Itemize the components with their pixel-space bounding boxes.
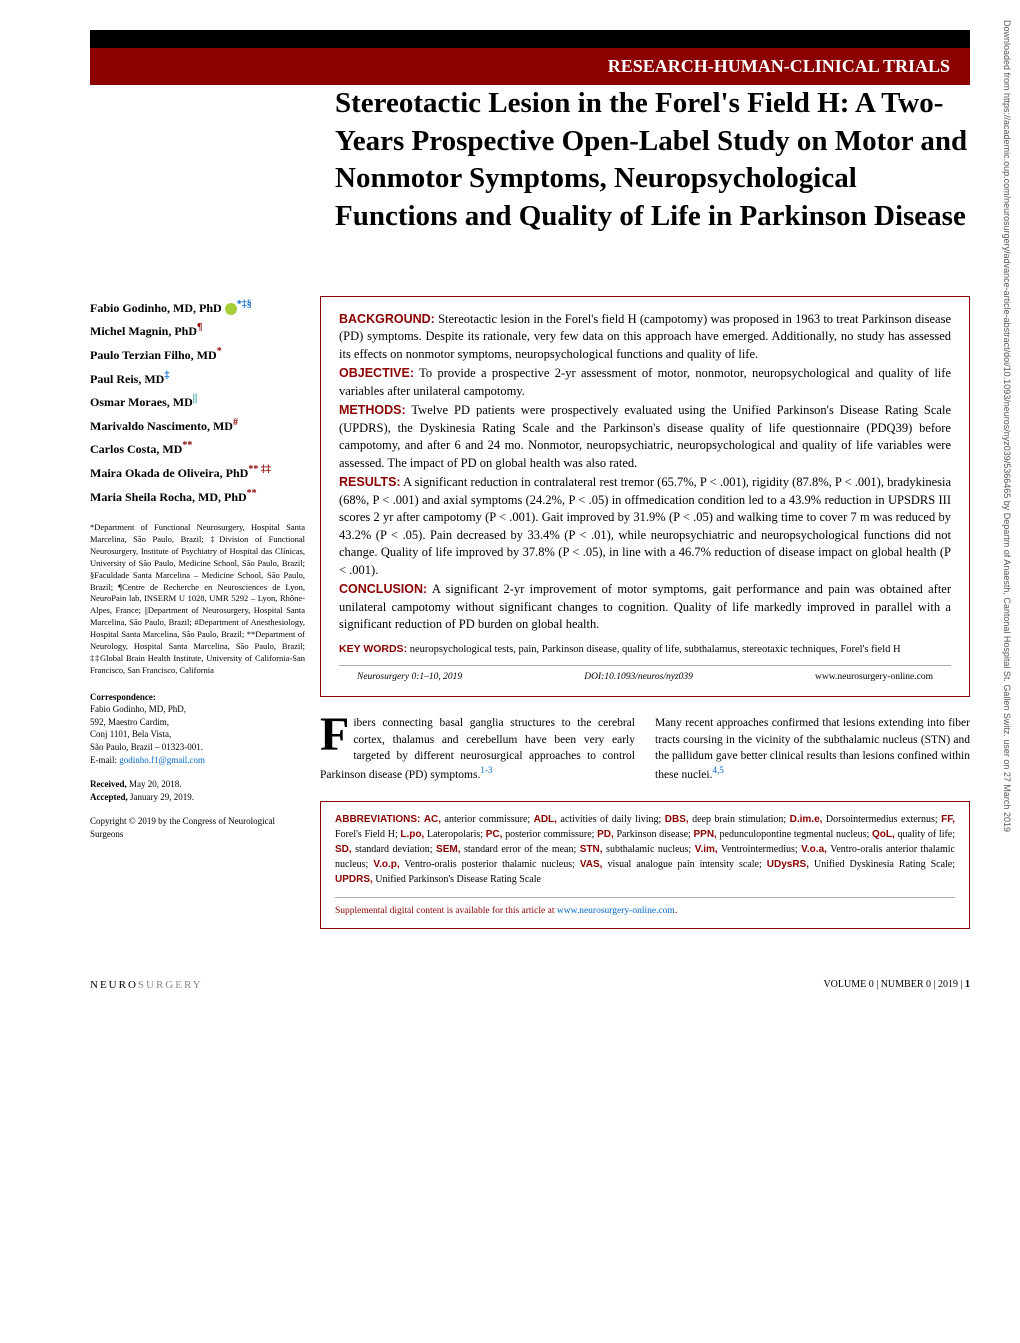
footer-neuro: NEURO — [90, 979, 138, 991]
dates-block: Received, May 20, 2018. Accepted, Januar… — [90, 778, 305, 803]
correspondence-addr1: 592, Maestro Cardim, — [90, 716, 305, 729]
author-entry: Paulo Terzian Filho, MD* — [90, 343, 305, 367]
intro-ref-2[interactable]: 4,5 — [712, 765, 723, 775]
article-title: Stereotactic Lesion in the Forel's Field… — [335, 85, 970, 236]
author-entry: Maria Sheila Rocha, MD, PhD** — [90, 485, 305, 509]
conclusion-text: A significant 2-yr improvement of motor … — [339, 582, 951, 631]
abstract-objective: OBJECTIVE: To provide a prospective 2-yr… — [339, 365, 951, 400]
correspondence-heading: Correspondence: — [90, 691, 305, 704]
correspondence-addr2: Conj 1101, Bela Vista, — [90, 728, 305, 741]
black-header-bar — [90, 30, 970, 48]
page-footer: NEUROSURGERY VOLUME 0 | NUMBER 0 | 2019 … — [90, 979, 970, 991]
methods-label: METHODS: — [339, 403, 406, 417]
keywords-block: KEY WORDS: neuropsychological tests, pai… — [339, 642, 951, 658]
abstract-conclusion: CONCLUSION: A significant 2-yr improveme… — [339, 581, 951, 634]
author-list: Fabio Godinho, MD, PhD *‡§Michel Magnin,… — [90, 296, 305, 508]
objective-text: To provide a prospective 2-yr assessment… — [339, 366, 951, 398]
methods-text: Twelve PD patients were prospectively ev… — [339, 403, 951, 470]
intro-ref-1[interactable]: 1-3 — [480, 765, 492, 775]
author-entry: Paul Reis, MD‡ — [90, 367, 305, 391]
citation-url[interactable]: www.neurosurgery-online.com — [815, 672, 933, 682]
author-entry: Fabio Godinho, MD, PhD *‡§ — [90, 296, 305, 320]
author-entry: Carlos Costa, MD** — [90, 437, 305, 461]
citation-journal: Neurosurgery 0:1–10, 2019 — [357, 672, 462, 682]
section-header-bar: RESEARCH-HUMAN-CLINICAL TRIALS — [90, 48, 970, 85]
abstract-background: BACKGROUND: Stereotactic lesion in the F… — [339, 311, 951, 364]
received-label: Received, — [90, 779, 127, 789]
intro-text-1: ibers connecting basal ganglia structure… — [320, 717, 635, 780]
footer-surgery: SURGERY — [138, 979, 203, 991]
footer-volume: VOLUME 0 | NUMBER 0 | 2019 | 1 — [823, 979, 970, 990]
copyright: Copyright © 2019 by the Congress of Neur… — [90, 815, 305, 840]
citation-row: Neurosurgery 0:1–10, 2019 DOI:10.1093/ne… — [339, 665, 951, 682]
intro-col-left: Fibers connecting basal ganglia structur… — [320, 715, 635, 782]
main-content: BACKGROUND: Stereotactic lesion in the F… — [320, 296, 970, 929]
accepted-date: January 29, 2019. — [130, 792, 194, 802]
supp-link[interactable]: www.neurosurgery-online.com — [557, 906, 675, 916]
section-header-text: RESEARCH-HUMAN-CLINICAL TRIALS — [608, 56, 950, 76]
correspondence-name: Fabio Godinho, MD, PhD, — [90, 703, 305, 716]
email-label: E-mail: — [90, 755, 117, 765]
results-text: A significant reduction in contralateral… — [339, 475, 951, 577]
background-label: BACKGROUND: — [339, 312, 435, 326]
keywords-label: KEY WORDS: — [339, 643, 407, 655]
citation-doi: DOI:10.1093/neuros/nyz039 — [584, 672, 693, 682]
author-entry: Michel Magnin, PhD¶ — [90, 319, 305, 343]
results-label: RESULTS: — [339, 475, 401, 489]
abbrev-items: AC, anterior commissure; ADL, activities… — [335, 814, 955, 885]
correspondence-block: Correspondence: Fabio Godinho, MD, PhD, … — [90, 691, 305, 767]
correspondence-addr3: São Paulo, Brazil – 01323-001. — [90, 741, 305, 754]
orcid-icon[interactable] — [225, 303, 237, 315]
supp-text: Supplemental digital content is availabl… — [335, 906, 557, 916]
objective-label: OBJECTIVE: — [339, 366, 414, 380]
abstract-box: BACKGROUND: Stereotactic lesion in the F… — [320, 296, 970, 698]
received-date: May 20, 2018. — [129, 779, 182, 789]
supplemental-content: Supplemental digital content is availabl… — [335, 897, 955, 918]
supp-suffix: . — [675, 906, 677, 916]
author-entry: Marivaldo Nascimento, MD# — [90, 414, 305, 438]
dropcap-f: F — [320, 715, 353, 756]
intro-col-right: Many recent approaches confirmed that le… — [655, 715, 970, 782]
keywords-text: neuropsychological tests, pain, Parkinso… — [410, 644, 901, 655]
abstract-methods: METHODS: Twelve PD patients were prospec… — [339, 402, 951, 472]
email-link[interactable]: godinho.f1@gmail.com — [119, 755, 205, 765]
intro-columns: Fibers connecting basal ganglia structur… — [320, 715, 970, 782]
author-entry: Maira Okada de Oliveira, PhD** ‡‡ — [90, 461, 305, 485]
abbreviations-box: ABBREVIATIONS: AC, anterior commissure; … — [320, 801, 970, 929]
intro-text-2: Many recent approaches confirmed that le… — [655, 717, 970, 780]
download-watermark: Downloaded from https://academic.oup.com… — [1002, 20, 1012, 1320]
footer-pageinfo: VOLUME 0 | NUMBER 0 | 2019 | 1 — [823, 979, 970, 991]
accepted-label: Accepted, — [90, 792, 128, 802]
left-sidebar: Fabio Godinho, MD, PhD *‡§Michel Magnin,… — [90, 296, 320, 929]
footer-journal: NEUROSURGERY — [90, 979, 203, 991]
conclusion-label: CONCLUSION: — [339, 582, 427, 596]
abstract-results: RESULTS: A significant reduction in cont… — [339, 474, 951, 579]
author-entry: Osmar Moraes, MD|| — [90, 390, 305, 414]
abbrev-label: ABBREVIATIONS: — [335, 814, 420, 825]
affiliations: *Department of Functional Neurosurgery, … — [90, 522, 305, 677]
